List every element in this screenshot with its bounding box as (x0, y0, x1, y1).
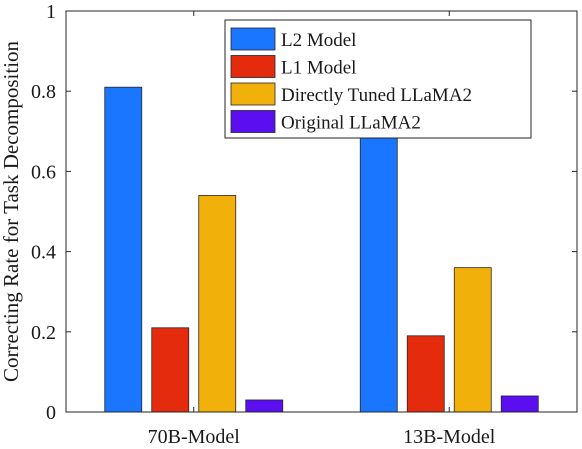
y-tick-label: 0 (46, 402, 56, 424)
y-tick-label: 1 (46, 1, 56, 23)
legend-box (224, 19, 532, 139)
legend-swatch (230, 27, 276, 51)
ticks-layer: 0 0.2 0.4 0.6 0.8 1 70B-Model 13B-Model (31, 1, 577, 448)
legend: L2 Model L1 Model Directly Tuned LLaMA2 Ori… (224, 19, 532, 139)
bar-l1-model-70b-model (151, 327, 190, 413)
x-tick-label: 70B-Model (148, 426, 241, 448)
y-tick-label: 0.2 (31, 322, 56, 344)
bar-directly-tuned-llama2-13b-model (453, 267, 492, 413)
bar-directly-tuned-llama2-70b-model (198, 195, 237, 413)
y-axis-label: Correcting Rate for Task Decomposition (0, 40, 23, 382)
bar-l1-model-13b-model (406, 335, 445, 413)
y-tick-label: 0.8 (31, 81, 56, 103)
y-tick-label: 0.4 (31, 242, 56, 264)
y-tick-label: 0.6 (31, 161, 56, 183)
plot-frame (65, 10, 578, 413)
legend-swatch (230, 110, 276, 133)
legend-label: Original LLaMA2 (281, 113, 421, 134)
legend-swatch (230, 55, 276, 78)
legend-label: L1 Model (281, 58, 356, 79)
x-tick-label: 13B-Model (403, 426, 496, 448)
bar-original-llama2-70b-model (245, 399, 284, 413)
legend-label: L2 Model (281, 30, 356, 51)
bar-original-llama2-13b-model (500, 395, 539, 413)
bars-layer (104, 86, 539, 413)
legend-label: Directly Tuned LLaMA2 (281, 85, 472, 106)
bar-l2-model-13b-model (359, 130, 398, 413)
bar-l2-model-70b-model (104, 86, 143, 413)
legend-swatch (230, 82, 276, 106)
